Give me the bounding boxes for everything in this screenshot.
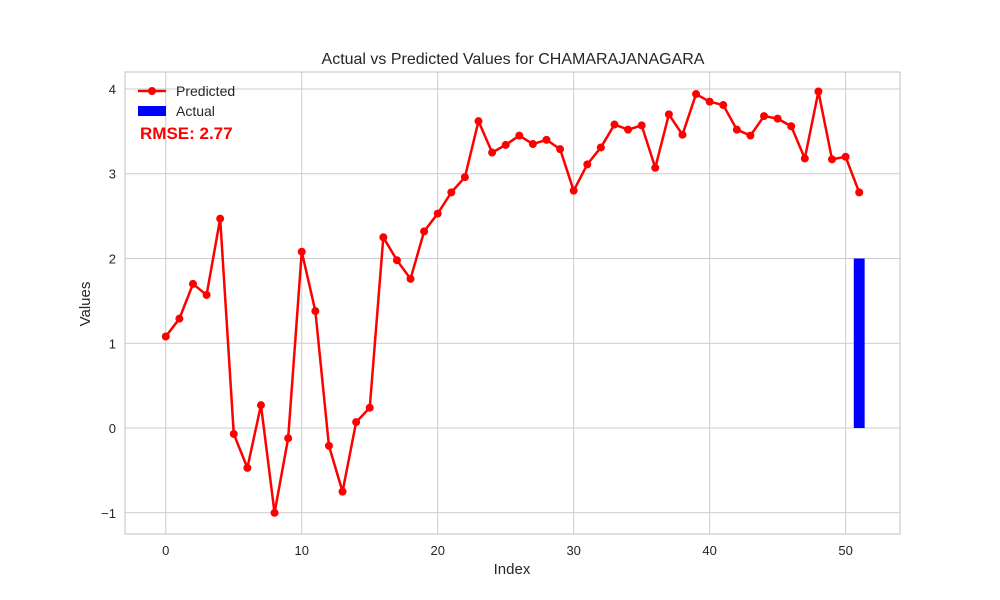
predicted-point xyxy=(297,247,306,256)
x-tick-label: 30 xyxy=(566,543,580,558)
predicted-point xyxy=(365,403,374,412)
rmse-annotation: RMSE: 2.77 xyxy=(140,124,233,143)
predicted-point xyxy=(392,256,401,265)
predicted-point xyxy=(841,152,850,161)
predicted-point xyxy=(773,114,782,123)
predicted-point xyxy=(474,117,483,126)
predicted-point xyxy=(284,434,293,443)
grid xyxy=(125,72,900,534)
predicted-point xyxy=(855,188,864,197)
predicted-point xyxy=(515,131,524,140)
predicted-line xyxy=(164,90,861,515)
predicted-point xyxy=(814,87,823,96)
y-tick-label: 0 xyxy=(109,421,116,436)
predicted-point xyxy=(175,314,184,323)
actual-bar xyxy=(853,258,865,429)
predicted-point xyxy=(501,140,510,149)
predicted-point xyxy=(528,140,537,149)
predicted-point xyxy=(311,307,320,316)
predicted-point xyxy=(556,145,565,154)
predicted-point xyxy=(406,274,415,283)
predicted-point xyxy=(678,130,687,139)
predicted-point xyxy=(338,487,347,496)
y-tick-label: 4 xyxy=(109,82,116,97)
x-axis-label: Index xyxy=(494,561,531,578)
predicted-point xyxy=(610,120,619,129)
predicted-point xyxy=(692,90,701,99)
x-tick-label: 40 xyxy=(702,543,716,558)
predicted-point xyxy=(420,227,429,236)
x-tick-label: 0 xyxy=(162,543,169,558)
predicted-point xyxy=(624,125,633,134)
predicted-point xyxy=(705,97,714,106)
predicted-point xyxy=(229,429,238,438)
predicted-point xyxy=(188,279,197,288)
predicted-point xyxy=(542,135,551,144)
predicted-point xyxy=(202,290,211,299)
legend-actual-swatch xyxy=(138,106,166,116)
predicted-point xyxy=(488,148,497,157)
predicted-point xyxy=(256,401,265,410)
predicted-point xyxy=(583,160,592,169)
predicted-point xyxy=(379,233,388,242)
x-tick-label: 20 xyxy=(430,543,444,558)
y-tick-label: −1 xyxy=(101,506,116,521)
predicted-point xyxy=(760,112,769,121)
legend-predicted-marker xyxy=(148,87,156,95)
predicted-point xyxy=(664,110,673,119)
predicted-point xyxy=(746,131,755,140)
legend: Predicted Actual xyxy=(138,83,235,119)
predicted-point xyxy=(243,463,252,472)
predicted-point xyxy=(651,163,660,172)
y-tick-label: 3 xyxy=(109,167,116,182)
legend-actual-label: Actual xyxy=(176,103,215,119)
predicted-point xyxy=(161,332,170,341)
x-tick-label: 50 xyxy=(838,543,852,558)
predicted-point xyxy=(324,441,333,450)
x-tick-labels: 0 10 20 30 40 50 xyxy=(162,543,853,558)
predicted-point xyxy=(270,508,279,517)
predicted-point xyxy=(732,125,741,134)
plot-frame xyxy=(124,71,901,535)
predicted-point xyxy=(352,418,361,427)
predicted-point xyxy=(433,209,442,218)
predicted-point xyxy=(828,155,837,164)
predicted-point xyxy=(460,173,469,182)
x-tick-label: 10 xyxy=(295,543,309,558)
y-tick-label: 2 xyxy=(109,251,116,266)
chart-title: Actual vs Predicted Values for CHAMARAJA… xyxy=(322,51,705,68)
plot-area xyxy=(125,72,900,534)
y-axis-label: Values xyxy=(77,282,94,327)
y-tick-labels: −1 0 1 2 3 4 xyxy=(101,82,116,521)
predicted-point xyxy=(637,121,646,130)
predicted-point xyxy=(719,101,728,110)
actual-bars xyxy=(853,258,865,429)
legend-predicted-label: Predicted xyxy=(176,83,235,99)
y-tick-label: 1 xyxy=(109,336,116,351)
predicted-point xyxy=(216,214,225,223)
predicted-point xyxy=(787,122,796,131)
predicted-point xyxy=(447,188,456,197)
predicted-point xyxy=(596,143,605,152)
predicted-series xyxy=(161,87,864,517)
predicted-point xyxy=(569,186,578,195)
predicted-point xyxy=(800,154,809,163)
